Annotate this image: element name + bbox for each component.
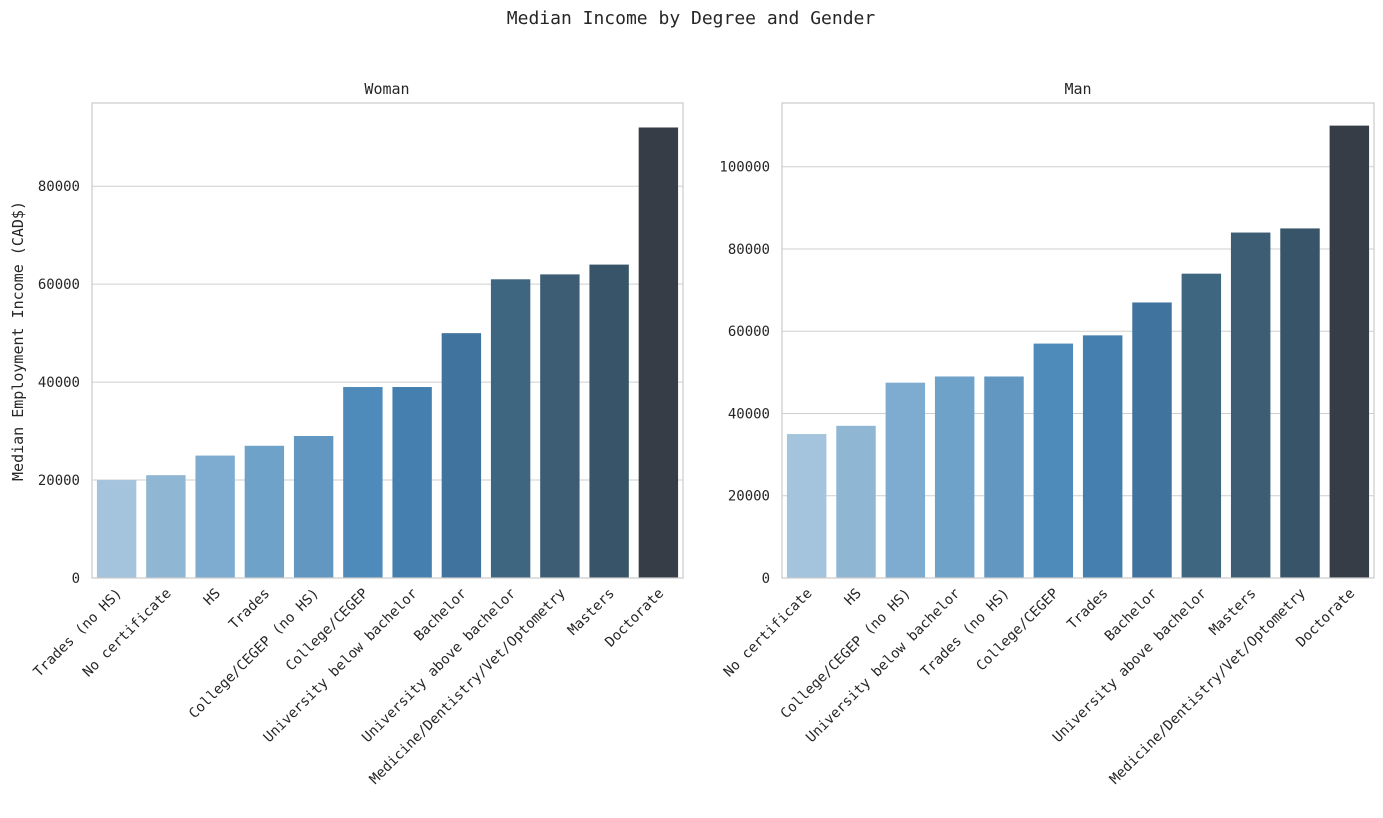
- x-tick-label: College/CEGEP: [973, 586, 1062, 675]
- y-tick-label: 20000: [728, 489, 770, 505]
- bar-man-bachelor: [1132, 302, 1172, 578]
- bar-woman-university-below-bachelor: [392, 387, 432, 578]
- bar-woman-trades-no-hs: [96, 480, 137, 578]
- panel-man: Man 0 20000 40000 60000 80000 100000 No certi…: [719, 80, 1375, 788]
- x-tick-label: College/CEGEP: [283, 586, 372, 675]
- bar-woman-doctorate: [638, 127, 679, 579]
- bar-man-college-cegep-no-hs: [885, 382, 926, 578]
- bar-man-trades-no-hs: [984, 376, 1024, 578]
- x-ticks-woman: Trades (no HS)No certificate HS TradesColl…: [31, 586, 668, 788]
- plot-frame-man: [781, 102, 1375, 579]
- y-ticks-woman: 0 20000 40000 60000 80000: [38, 179, 80, 587]
- bar-woman-masters: [589, 264, 629, 578]
- y-tick-label: 0: [72, 571, 80, 587]
- x-tick-label: No certificate: [721, 586, 816, 681]
- bar-woman-bachelor: [441, 333, 482, 578]
- plot-frame-woman: [91, 102, 684, 579]
- y-tick-label: 60000: [728, 324, 770, 340]
- bar-man-college-cegep: [1033, 343, 1074, 578]
- x-tick-label: HS: [842, 586, 865, 609]
- bar-woman-university-above-bachelor: [490, 279, 531, 578]
- bar-man-trades: [1082, 335, 1123, 578]
- bar-man-medicine-dentistry-vet-optometry: [1280, 228, 1320, 578]
- bar-woman-college-cegep: [343, 387, 383, 578]
- grid-woman: [92, 185, 683, 481]
- bars-woman: [96, 127, 679, 579]
- y-tick-label: 40000: [728, 406, 770, 422]
- figure-title: Median Income by Degree and Gender: [507, 8, 876, 29]
- bar-woman-medicine-dentistry-vet-optometry: [540, 274, 580, 578]
- x-tick-label: Trades (no HS): [918, 586, 1013, 681]
- bar-man-university-above-bachelor: [1181, 273, 1222, 578]
- y-tick-label: 80000: [38, 179, 80, 195]
- y-tick-label: 40000: [38, 375, 80, 391]
- bar-man-masters: [1230, 232, 1271, 578]
- bar-man-hs: [836, 425, 876, 578]
- x-tick-label: HS: [201, 586, 224, 609]
- bar-woman-hs: [195, 455, 235, 578]
- bar-man-doctorate: [1329, 125, 1370, 578]
- x-tick-label: Trades: [226, 586, 273, 633]
- x-tick-label: Trades (no HS): [31, 586, 126, 681]
- bar-woman-trades: [244, 445, 285, 578]
- y-tick-label: 60000: [38, 277, 80, 293]
- y-axis-label: Median Employment Income (CAD$): [9, 201, 27, 481]
- y-tick-label: 0: [762, 571, 770, 587]
- panel-title-woman: Woman: [364, 80, 409, 98]
- y-tick-label: 20000: [38, 473, 80, 489]
- bar-man-university-below-bachelor: [934, 376, 975, 578]
- bars-man: [786, 125, 1370, 578]
- x-tick-label: Trades: [1064, 586, 1111, 633]
- panel-title-man: Man: [1064, 80, 1091, 98]
- y-tick-label: 80000: [728, 242, 770, 258]
- panel-woman: Woman Median Employment Income (CAD$) 0 2…: [9, 80, 684, 788]
- bar-woman-no-certificate: [146, 475, 186, 578]
- bar-man-no-certificate: [786, 434, 827, 578]
- y-tick-label: 100000: [719, 160, 770, 176]
- grid-man: [782, 166, 1374, 497]
- x-tick-label: No certificate: [80, 586, 175, 681]
- y-ticks-man: 0 20000 40000 60000 80000 100000: [719, 160, 770, 587]
- bar-woman-college-cegep-no-hs: [293, 435, 334, 578]
